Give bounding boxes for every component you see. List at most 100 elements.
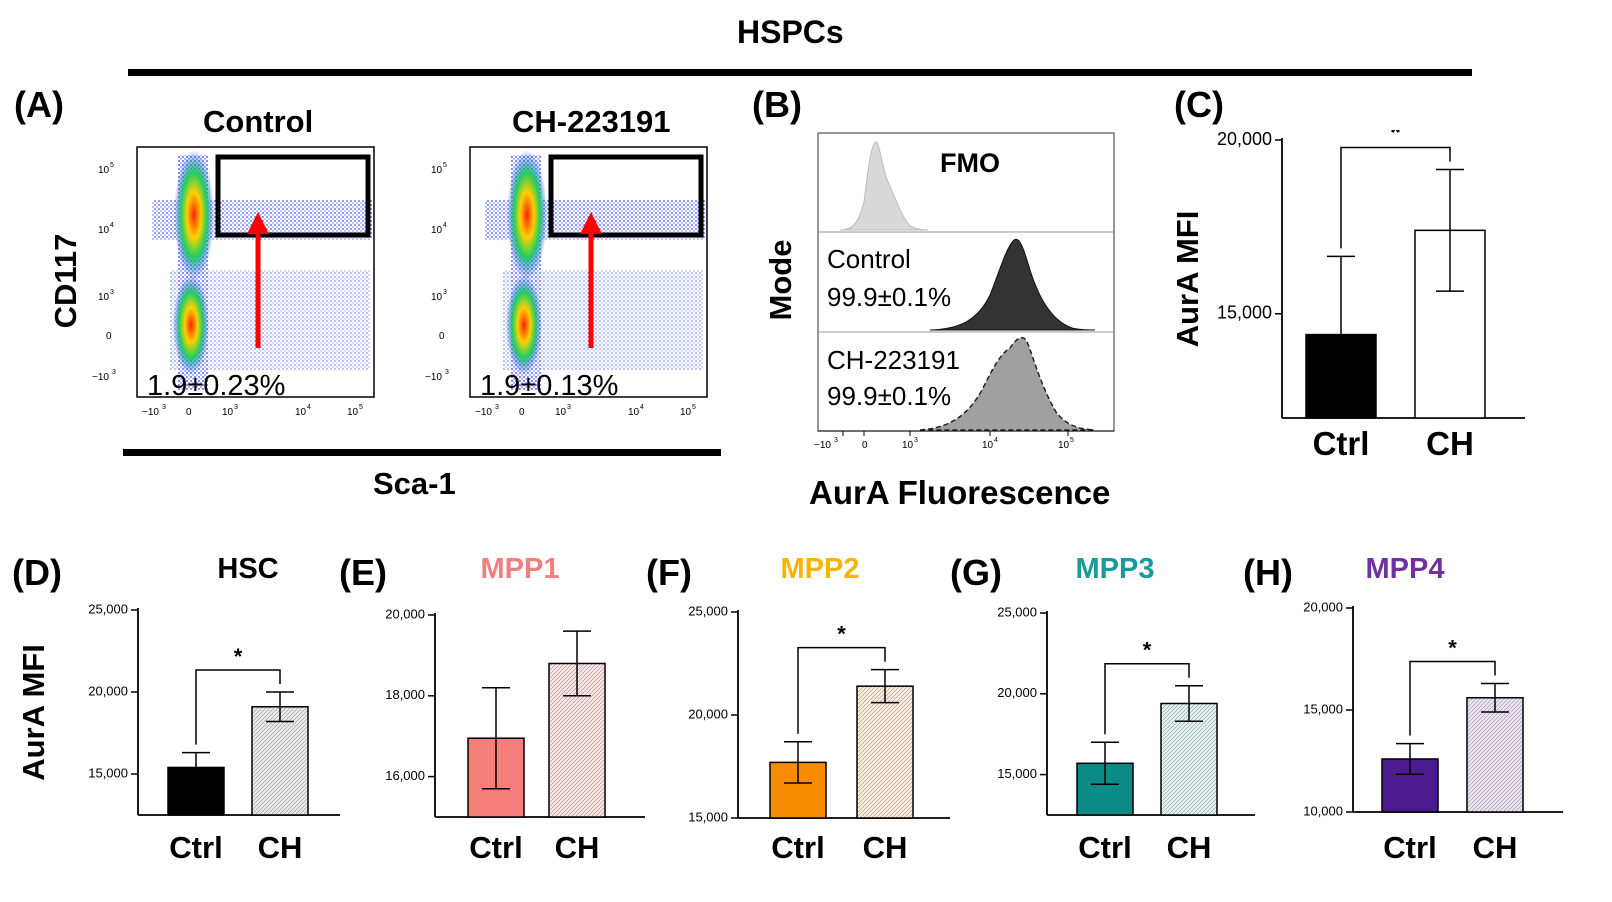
category-label: CH xyxy=(863,830,908,865)
svg-text:3: 3 xyxy=(567,404,571,411)
svg-text:−10: −10 xyxy=(475,407,492,418)
significance-bracket xyxy=(195,669,281,745)
significance-bracket xyxy=(1104,662,1190,735)
svg-text:10: 10 xyxy=(628,407,640,418)
svg-text:5: 5 xyxy=(692,404,696,411)
svg-text:10: 10 xyxy=(902,440,914,451)
y-tick-label: 20,000 xyxy=(1303,599,1343,614)
bar-ch xyxy=(251,706,309,816)
bar-chart-h: MPP4 10,000 15,000 20,000 Ctrl CH * xyxy=(1303,553,1563,865)
svg-text:3: 3 xyxy=(834,437,838,444)
y-tick-label: 15,000 xyxy=(688,809,728,824)
svg-text:0: 0 xyxy=(519,407,525,418)
gate-box-ch xyxy=(548,154,704,238)
bar-chart-e: MPP1 16,000 18,000 20,000 Ctrl CH xyxy=(385,553,645,865)
svg-text:−10: −10 xyxy=(425,372,442,383)
svg-text:−10: −10 xyxy=(142,407,159,418)
histogram-control xyxy=(929,238,1096,331)
panel-a-pct-ch: 1.9±0.13% xyxy=(480,370,619,402)
significance-star: * xyxy=(1390,130,1401,148)
panel-b-control-label: Control xyxy=(827,244,911,274)
bar-chart-d: HSC AurA MFI 15,000 20,000 25,000 Ctrl CH * xyxy=(16,553,340,865)
category-label: Ctrl xyxy=(469,830,522,865)
svg-text:3: 3 xyxy=(234,404,238,411)
svg-text:10: 10 xyxy=(98,225,110,236)
panel-b-ch-pct: 99.9±0.1% xyxy=(827,381,952,411)
bar-ch xyxy=(1466,697,1524,813)
svg-text:10: 10 xyxy=(431,292,443,303)
panel-a-pct-control: 1.9±0.23% xyxy=(147,370,286,402)
header-rule xyxy=(128,69,1472,76)
panel-letter-c: (C) xyxy=(1174,84,1224,125)
category-label: Ctrl xyxy=(1383,830,1436,865)
significance-bracket xyxy=(1409,660,1496,736)
significance-star: * xyxy=(1448,635,1457,660)
y-tick-label: 25,000 xyxy=(997,604,1037,619)
category-label: Ctrl xyxy=(771,830,824,865)
panel-a-title-ch: CH-223191 xyxy=(512,104,671,139)
y-tick-label: 20,000 xyxy=(1217,130,1272,149)
panel-letter-b: (B) xyxy=(752,84,802,125)
y-tick-label: 20,000 xyxy=(88,683,128,698)
category-label: CH xyxy=(1473,830,1518,865)
panel-b-control-pct: 99.9±0.1% xyxy=(827,282,952,312)
panel-a-ylabel: CD117 xyxy=(48,233,83,329)
y-tick-label: 15,000 xyxy=(1217,303,1272,323)
panel-letter-e: (E) xyxy=(339,552,387,593)
y-tick-label: 20,000 xyxy=(997,685,1037,700)
category-label: CH xyxy=(258,830,303,865)
category-label: Ctrl xyxy=(169,830,222,865)
svg-text:3: 3 xyxy=(443,289,447,296)
y-tick-label: 25,000 xyxy=(88,601,128,616)
bar-chart-c: AurA MFI 15,000 20,000 Ctrl CH * xyxy=(1170,130,1525,462)
significance-bracket xyxy=(1340,146,1451,249)
histogram-fmo xyxy=(839,141,929,231)
y-tick-label: 15,000 xyxy=(1303,701,1343,716)
chart-title: MPP4 xyxy=(1366,553,1445,585)
svg-text:10: 10 xyxy=(431,225,443,236)
svg-text:0: 0 xyxy=(106,331,112,342)
chart-title: HSC xyxy=(217,553,278,585)
svg-text:4: 4 xyxy=(307,404,311,411)
svg-text:5: 5 xyxy=(1070,437,1074,444)
y-tick-label: 25,000 xyxy=(688,603,728,618)
category-label: CH xyxy=(1167,830,1212,865)
category-label: CH xyxy=(1426,425,1474,462)
gate-box-control xyxy=(215,154,371,238)
bar-chart-g: MPP3 15,000 20,000 25,000 Ctrl CH * xyxy=(997,553,1255,865)
y-tick-label: 16,000 xyxy=(385,768,425,783)
svg-text:4: 4 xyxy=(994,437,998,444)
panel-b-xlabel: AurA Fluorescence xyxy=(809,474,1111,511)
significance-bracket xyxy=(797,646,886,734)
chart-title: MPP2 xyxy=(781,553,860,585)
bar-ch xyxy=(856,685,914,819)
panel-letter-g: (G) xyxy=(950,552,1002,593)
significance-star: * xyxy=(1143,638,1152,663)
flow-plot-control: 10 5 10 4 10 3 0 −10 3 −10 3 0 10 3 10 4 10 5 xyxy=(92,146,375,418)
svg-text:10: 10 xyxy=(222,407,234,418)
svg-text:4: 4 xyxy=(110,222,114,229)
y-axis-label: AurA MFI xyxy=(1170,211,1205,348)
panel-a-rule xyxy=(123,449,721,456)
svg-text:10: 10 xyxy=(431,165,443,176)
significance-star: * xyxy=(837,622,846,647)
y-tick-label: 15,000 xyxy=(997,766,1037,781)
y-tick-label: 20,000 xyxy=(385,606,425,621)
svg-text:0: 0 xyxy=(439,331,445,342)
svg-text:3: 3 xyxy=(445,369,449,376)
svg-text:0: 0 xyxy=(862,440,868,451)
panel-b-ch-label: CH-223191 xyxy=(827,345,960,375)
panel-letter-f: (F) xyxy=(646,552,692,593)
red-arrow xyxy=(247,212,269,234)
histogram-panel: −10 3 0 10 3 10 4 10 5 xyxy=(814,132,1115,451)
bar-chart-f: MPP2 15,000 20,000 25,000 Ctrl CH * xyxy=(688,553,950,865)
y-tick-label: 10,000 xyxy=(1303,803,1343,818)
figure-title: HSPCs xyxy=(737,14,844,50)
svg-text:10: 10 xyxy=(347,407,359,418)
histogram-ch xyxy=(919,336,1095,431)
svg-text:3: 3 xyxy=(110,289,114,296)
panel-a-xlabel: Sca-1 xyxy=(373,466,456,501)
svg-text:4: 4 xyxy=(640,404,644,411)
y-tick-label: 20,000 xyxy=(688,706,728,721)
svg-text:3: 3 xyxy=(495,404,499,411)
